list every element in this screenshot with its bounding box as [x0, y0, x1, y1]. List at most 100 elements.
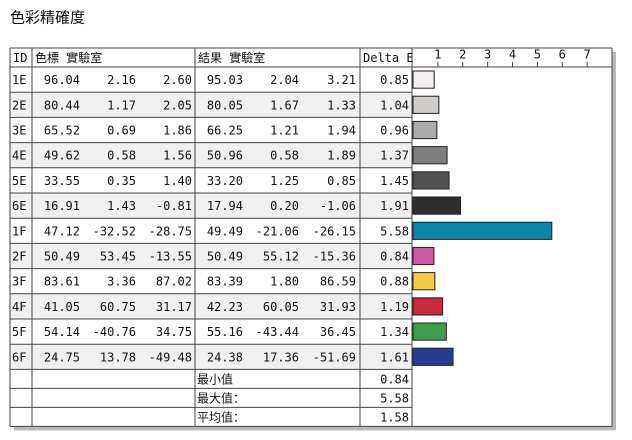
cell: 1.21	[270, 124, 299, 138]
row-id: 6F	[12, 350, 26, 364]
header: ID	[13, 51, 27, 65]
bar	[412, 171, 450, 190]
cell: 2.04	[270, 73, 299, 87]
cell: 1.37	[380, 149, 409, 163]
cell: 95.03	[207, 73, 243, 87]
cell: -43.44	[256, 325, 299, 339]
row-shade	[10, 243, 412, 269]
cell: 17.94	[207, 199, 243, 213]
cell: 66.25	[207, 124, 243, 138]
bar	[412, 120, 438, 140]
cell: -13.55	[149, 250, 192, 264]
cell: 50.96	[207, 149, 243, 163]
cell: 1.43	[107, 199, 136, 213]
cell: 1.17	[107, 98, 136, 112]
cell: 0.85	[380, 73, 409, 87]
summary-label: 最大值：	[197, 390, 245, 405]
x-tick-label: 6	[559, 48, 566, 62]
cell: 1.67	[270, 98, 299, 112]
cell: 83.61	[44, 275, 80, 289]
cell: 54.14	[44, 325, 80, 339]
cell: 24.75	[44, 350, 80, 364]
cell: 5.58	[380, 224, 409, 238]
bar	[412, 95, 440, 114]
summary-label: 最小值	[197, 371, 233, 386]
bar	[412, 70, 435, 89]
cell: 50.49	[207, 250, 243, 264]
cell: 0.84	[380, 250, 409, 264]
cell: -51.69	[313, 350, 356, 364]
cell: 0.69	[107, 124, 136, 138]
x-tick-label: 2	[459, 48, 466, 62]
cell: 47.12	[44, 224, 80, 238]
cell: 96.04	[44, 73, 80, 87]
bar	[412, 221, 553, 240]
cell: 1.80	[270, 275, 299, 289]
row-id: 2E	[12, 98, 26, 112]
bar	[412, 322, 447, 341]
cell: 1.94	[327, 124, 356, 138]
cell: 33.55	[44, 174, 80, 188]
x-tick-label: 3	[484, 48, 491, 62]
row-id: 5F	[12, 325, 26, 339]
cell: 13.78	[100, 350, 136, 364]
cell: 31.93	[320, 300, 356, 314]
cell: -49.48	[149, 350, 192, 364]
summary-value: 1.58	[380, 410, 409, 424]
cell: -32.52	[93, 224, 136, 238]
cell: 42.23	[207, 300, 243, 314]
row-id: 1F	[12, 224, 26, 238]
summary-value: 0.84	[380, 372, 409, 386]
row-shade	[10, 92, 412, 118]
row-shade	[10, 142, 412, 168]
cell: 36.45	[320, 325, 356, 339]
cell: -26.15	[313, 224, 356, 238]
cell: 17.36	[263, 350, 299, 364]
cell: 60.05	[263, 300, 299, 314]
cell: -0.81	[156, 199, 192, 213]
cell: 1.25	[270, 174, 299, 188]
bar	[412, 146, 448, 165]
cell: 3.21	[327, 73, 356, 87]
cell: 34.75	[156, 325, 192, 339]
row-id: 2F	[12, 250, 26, 264]
row-shade	[10, 344, 412, 370]
row-id: 4F	[12, 300, 26, 314]
cell: 1.91	[380, 199, 409, 213]
cell: 33.20	[207, 174, 243, 188]
summary-value: 5.58	[380, 391, 409, 405]
row-id: 3E	[12, 124, 26, 138]
bar	[412, 246, 435, 266]
cell: 49.62	[44, 149, 80, 163]
page-title: 色彩精確度	[10, 9, 85, 27]
cell: 0.35	[107, 174, 136, 188]
cell: 50.49	[44, 250, 80, 264]
cell: 1.89	[327, 149, 356, 163]
cell: 55.12	[263, 250, 299, 264]
x-tick-label: 5	[534, 48, 541, 62]
cell: 83.39	[207, 275, 243, 289]
header: 結果 實驗室	[198, 50, 265, 65]
cell: 80.44	[44, 98, 80, 112]
row-id: 1E	[12, 73, 26, 87]
bar	[412, 347, 454, 366]
cell: -28.75	[149, 224, 192, 238]
cell: -1.06	[320, 199, 356, 213]
cell: -21.06	[256, 224, 299, 238]
cell: 60.75	[100, 300, 136, 314]
cell: 0.88	[380, 275, 409, 289]
cell: 1.40	[163, 174, 192, 188]
cell: 0.85	[327, 174, 356, 188]
cell: -15.36	[313, 250, 356, 264]
cell: 0.58	[107, 149, 136, 163]
cell: 80.05	[207, 98, 243, 112]
cell: 1.04	[380, 98, 409, 112]
cell: 16.91	[44, 199, 80, 213]
cell: 87.02	[156, 275, 192, 289]
cell: 1.19	[380, 300, 409, 314]
row-id: 3F	[12, 275, 26, 289]
header: Delta E	[363, 51, 414, 65]
cell: 49.49	[207, 224, 243, 238]
bar	[412, 297, 444, 316]
row-id: 4E	[12, 149, 26, 163]
